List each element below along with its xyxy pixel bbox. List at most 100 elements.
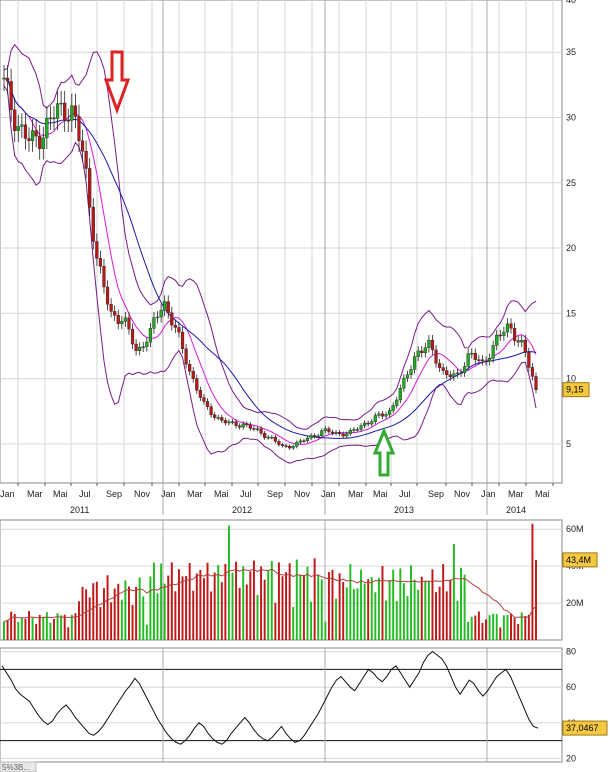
volume-bar [456,600,459,640]
candle-body [191,370,195,379]
candle-body [273,436,277,442]
candle-body [398,388,402,401]
x-tick-label: Mar [348,489,364,499]
candle-body [495,334,499,346]
volume-bar [427,581,430,640]
volume-bar [295,559,298,640]
candle-body [159,309,163,318]
volume-bar [260,566,263,640]
candle-body [402,377,406,389]
year-label: 2012 [232,505,252,515]
up-arrow-icon [372,427,396,477]
volume-bar [70,614,73,640]
volume-bar [442,564,445,640]
volume-bar [445,591,448,640]
volume-bar [324,621,327,640]
volume-bar [331,569,334,640]
candle-body [248,424,252,429]
x-tick-label: Mai [373,489,388,499]
volume-bar [181,576,184,640]
candle-body [84,150,88,169]
price-tick-label: 25 [566,178,576,188]
x-tick-label: Nov [134,489,151,499]
volume-bar [360,569,363,640]
candle-body [109,304,113,312]
volume-bar [99,607,102,640]
candle-body [209,406,213,416]
volume-bar [10,611,13,640]
volume-bar [224,563,227,640]
candle-body [30,130,35,142]
candle-body [473,352,477,360]
volume-bar [527,614,530,640]
x-tick-label: Jul [399,489,411,499]
ma-short-line [3,77,537,445]
volume-bar [56,613,59,640]
x-tick-label: Mar [27,489,43,499]
volume-bar [374,592,377,640]
volume-bar [60,615,63,640]
volume-bar [377,577,380,640]
volume-bar [138,577,141,640]
candle-body [434,349,438,364]
price-panel: 5 10 15 20 25 30 35 40 9,15 [0,0,590,484]
candle-body [498,334,502,337]
candle-body [416,350,420,357]
candle-body [284,445,288,447]
volume-bar [467,621,470,640]
candle-body [138,346,142,351]
volume-bar [113,588,116,640]
volume-bar [3,621,5,640]
candle-body [245,423,249,426]
candle-body [338,432,342,435]
candle-body [55,103,60,119]
candle-body [255,428,260,430]
volume-bar [120,599,123,640]
candle-body [145,341,149,348]
volume-bar [420,576,423,640]
candle-body [52,117,56,120]
x-tick-label: Jul [79,489,91,499]
volume-bar [335,598,338,640]
candle-body [148,328,152,343]
candle-body [241,423,245,428]
volume-bar [17,621,20,640]
volume-bar [413,579,416,640]
candle-body [155,316,160,319]
volume-bar [513,617,516,640]
price-tick-label: 20 [566,243,576,253]
candle-body [59,102,63,105]
volume-bar [485,619,487,640]
volume-bar [285,572,288,640]
down-arrow-icon [103,50,131,115]
candle-body [223,420,227,424]
candle-body [16,126,20,131]
candle-body [252,428,256,430]
volume-bar [367,579,370,640]
volume-bar [245,584,248,640]
oscillator-panel: 8060402037,04675%3B... [0,647,608,772]
x-tick-label: Mai [214,489,229,499]
volume-bar [88,597,91,640]
candle-body [520,340,524,343]
volume-bar [156,593,159,640]
volume-bar [395,601,398,640]
volume-bar [192,590,195,640]
candle-body [455,372,460,375]
candle-body [2,77,6,80]
candle-body [370,421,374,425]
candle-body [130,328,135,345]
candle-body [80,140,85,152]
price-tick-label: 15 [566,308,576,318]
volume-bar [217,564,220,640]
volume-bar [45,612,48,640]
volume-bar [199,569,202,640]
volume-bar [195,573,198,640]
volume-bar [249,571,252,640]
x-tick-label: Mar [187,489,203,499]
candle-body [291,446,295,449]
candle-body [420,350,424,354]
candle-body [277,441,281,445]
volume-bar [78,601,80,640]
x-tick-label: Sep [106,489,122,499]
